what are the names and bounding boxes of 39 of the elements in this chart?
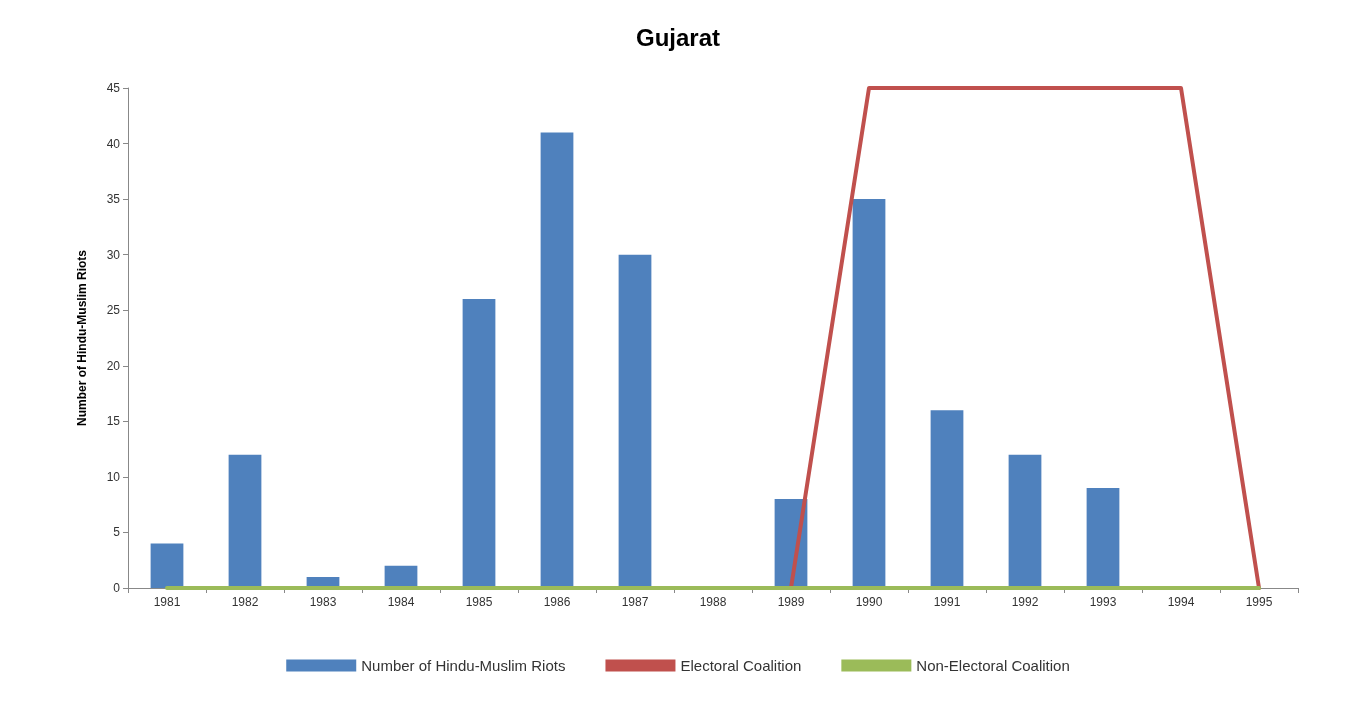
x-tick-label: 1992 (1011, 595, 1039, 609)
legend-label: Electoral Coalition (680, 657, 802, 674)
x-tick-label: 1982 (231, 595, 259, 609)
x-tick-label: 1989 (777, 595, 805, 609)
y-tick-label: 10 (106, 469, 121, 484)
bar (150, 543, 184, 588)
x-tick-label: 1988 (699, 595, 727, 609)
legend-label: Number of Hindu-Muslim Riots (361, 657, 566, 674)
bar (852, 199, 886, 588)
bar (1086, 488, 1120, 588)
x-tick-label: 1984 (387, 595, 415, 609)
bar (228, 454, 262, 588)
bar (1008, 454, 1042, 588)
y-tick-label: 30 (106, 247, 121, 262)
y-axis-title: Number of Hindu-Muslim Riots (75, 249, 89, 426)
y-tick-label: 0 (113, 581, 121, 595)
y-tick-label: 45 (106, 81, 121, 95)
x-tick-label: 1987 (621, 595, 649, 609)
legend-label: Non-Electoral Coalition (916, 657, 1070, 674)
chart-title: Gujarat (635, 23, 721, 51)
x-tick-label: 1981 (153, 595, 181, 609)
y-tick-label: 40 (106, 136, 121, 151)
x-tick-label: 1990 (855, 595, 883, 609)
y-tick-label: 20 (106, 358, 121, 373)
bar (540, 132, 574, 588)
x-tick-label: 1993 (1089, 595, 1117, 609)
y-tick-label: 25 (106, 303, 121, 318)
y-tick-label: 35 (106, 192, 121, 207)
bar (462, 299, 496, 588)
x-tick-label: 1995 (1245, 595, 1273, 609)
bar (930, 410, 964, 588)
x-tick-label: 1983 (309, 595, 337, 609)
y-tick-label: 15 (106, 414, 121, 429)
x-tick-label: 1985 (465, 595, 493, 609)
x-tick-label: 1994 (1167, 595, 1195, 609)
bar (618, 254, 652, 588)
x-tick-label: 1991 (933, 595, 961, 609)
x-tick-label: 1986 (543, 595, 571, 609)
y-tick-label: 5 (113, 525, 121, 540)
